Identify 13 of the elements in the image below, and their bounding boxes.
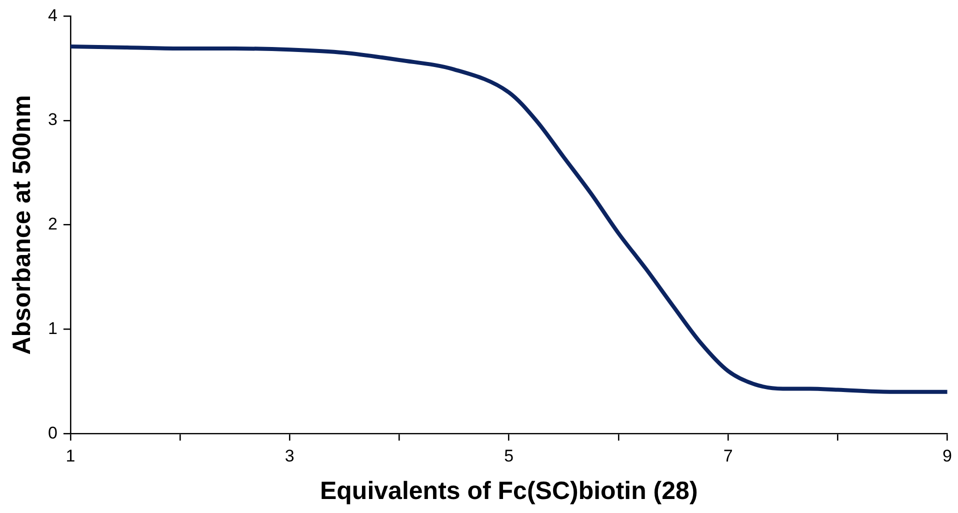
x-tick-label: 5 — [504, 446, 514, 466]
line-series — [70, 44, 948, 394]
x-tick-label: 7 — [723, 446, 733, 466]
y-tick-label: 3 — [48, 110, 58, 130]
x-tick-label: 3 — [284, 446, 294, 466]
x-tick-label: 1 — [66, 446, 76, 466]
y-tick-label: 4 — [48, 6, 58, 25]
y-tick-label: 2 — [48, 214, 58, 234]
y-tick-label: 0 — [48, 423, 58, 442]
x-axis-title: Equivalents of Fc(SC)biotin (28) — [320, 476, 698, 505]
y-tick-label: 1 — [48, 318, 58, 338]
y-axis-title: Absorbance at 500nm — [8, 94, 36, 355]
x-tick-label: 9 — [942, 446, 952, 466]
